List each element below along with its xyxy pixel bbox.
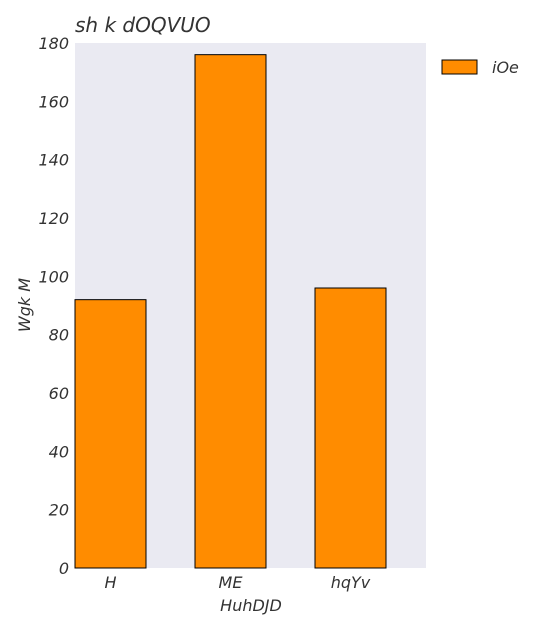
y-tick-label-140: 140 <box>38 151 69 170</box>
x-axis-label: HuhDJD <box>220 596 282 615</box>
y-axis-label: Wgk M <box>15 278 34 332</box>
x-tick-labels: H ME hqYv <box>104 573 370 592</box>
bar-ME <box>194 54 267 569</box>
y-tick-label-80: 80 <box>49 326 69 345</box>
y-tick-label-120: 120 <box>38 209 69 228</box>
x-tick-label-H: H <box>104 573 116 592</box>
legend: iOe <box>441 58 519 77</box>
y-tick-label-180: 180 <box>38 34 69 53</box>
y-tick-label-100: 100 <box>38 267 69 286</box>
x-tick-label-ME: ME <box>219 573 244 592</box>
bars-group <box>74 54 387 569</box>
y-tick-label-160: 160 <box>38 92 69 111</box>
y-tick-label-60: 60 <box>49 384 69 403</box>
legend-swatch <box>441 59 478 75</box>
y-tick-label-20: 20 <box>49 501 69 520</box>
y-tick-label-40: 40 <box>49 442 69 461</box>
legend-label: iOe <box>492 58 519 77</box>
chart-title: sh k dOQVUO <box>75 13 211 37</box>
bar-H <box>74 299 147 569</box>
x-tick-label-hqYv: hqYv <box>331 573 371 592</box>
bar-hqYv <box>314 287 387 569</box>
y-tick-labels: 0 20 40 60 80 100 120 140 160 180 <box>38 34 69 578</box>
y-tick-label-0: 0 <box>59 559 69 578</box>
